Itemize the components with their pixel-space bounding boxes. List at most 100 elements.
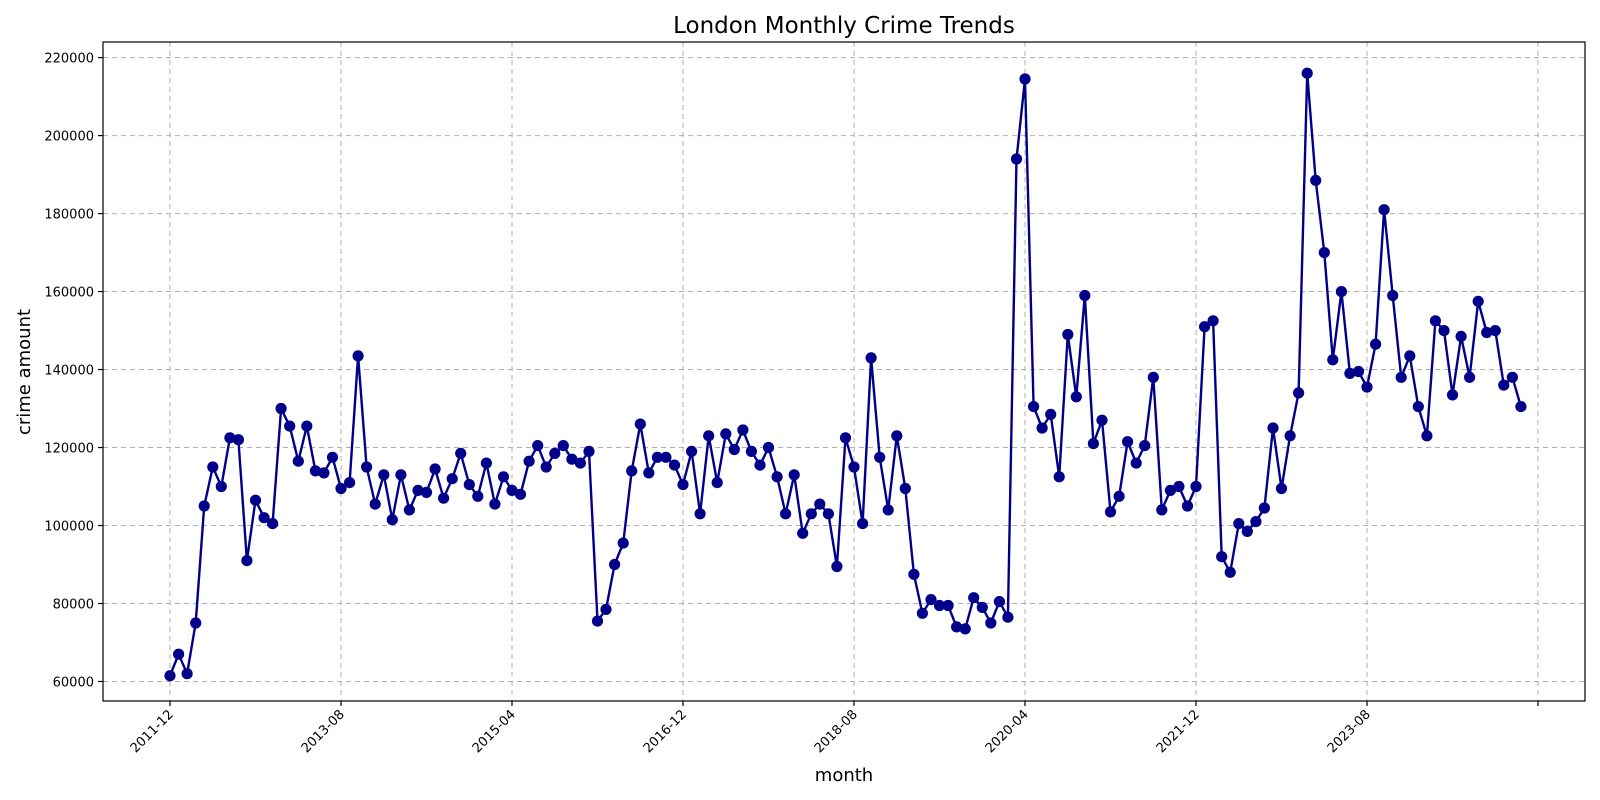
y-tick-label: 200000 [44, 130, 94, 145]
data-point [574, 457, 587, 469]
chart-title: London Monthly Crime Trends [673, 13, 1015, 39]
data-point [1275, 482, 1288, 495]
data-point [1472, 295, 1484, 307]
data-point [1301, 67, 1313, 79]
data-point [224, 432, 236, 444]
data-point [207, 461, 219, 473]
data-point [933, 599, 946, 612]
data-point [899, 482, 911, 495]
data-point [805, 508, 817, 520]
data-point [771, 471, 783, 483]
data-point [891, 430, 903, 442]
data-point [916, 607, 929, 619]
data-point [1446, 389, 1459, 401]
data-point [711, 477, 723, 489]
data-point [651, 451, 664, 463]
data-point [677, 479, 689, 491]
data-point [1438, 325, 1450, 337]
data-point [1489, 325, 1501, 337]
data-point [1113, 490, 1125, 502]
data-point [1506, 371, 1518, 383]
data-point [1421, 430, 1433, 442]
data-point [1045, 408, 1057, 420]
data-point [993, 596, 1006, 608]
data-point [976, 601, 988, 614]
data-point [634, 418, 646, 430]
data-point [754, 459, 766, 471]
data-point [284, 420, 296, 432]
data-point [1455, 330, 1467, 342]
series-layer [164, 67, 1527, 682]
data-point [1173, 480, 1185, 493]
data-point [1267, 422, 1279, 434]
data-point [1387, 289, 1399, 302]
data-point [874, 451, 886, 463]
data-point [309, 465, 321, 477]
data-point [1164, 484, 1176, 496]
data-point [908, 568, 920, 580]
data-point [540, 461, 552, 473]
data-point [1207, 315, 1219, 327]
data-point [412, 484, 424, 496]
data-point [335, 482, 347, 495]
plot-frame [102, 41, 1586, 702]
data-point [369, 498, 381, 510]
data-point [1284, 430, 1296, 442]
data-point [609, 558, 621, 571]
data-point [438, 492, 450, 504]
y-tick-label: 120000 [44, 442, 94, 457]
data-point [1481, 326, 1493, 339]
data-point [1079, 289, 1091, 302]
data-point [1352, 365, 1365, 378]
x-tick-label: 2011-12 [128, 707, 177, 756]
data-point [583, 445, 595, 457]
data-point [814, 498, 826, 510]
data-point [566, 453, 578, 465]
data-point [839, 432, 852, 444]
data-point [1515, 401, 1527, 413]
data-point [985, 617, 997, 629]
data-point [600, 603, 612, 616]
data-point [326, 451, 339, 463]
data-point [1318, 247, 1330, 259]
y-axis-label: crime amount [14, 309, 35, 435]
data-point [1216, 551, 1228, 563]
data-point [190, 617, 202, 629]
data-point [1062, 328, 1074, 341]
y-tick-label: 140000 [44, 364, 94, 379]
data-point [968, 592, 980, 604]
x-tick-label: 2015-04 [470, 707, 519, 756]
data-point [446, 473, 458, 485]
data-point [181, 668, 193, 680]
data-point [241, 555, 253, 567]
data-point [951, 621, 963, 633]
data-point [780, 508, 792, 520]
data-point [942, 599, 954, 612]
data-point [215, 480, 227, 493]
data-point [686, 445, 698, 457]
data-point [292, 455, 304, 467]
data-point [882, 504, 894, 516]
data-point [523, 455, 535, 467]
data-point [703, 430, 715, 442]
data-point [489, 498, 501, 510]
y-tick-label: 100000 [44, 520, 94, 535]
data-point [626, 465, 638, 477]
data-point [1429, 315, 1441, 327]
data-point [797, 527, 809, 539]
data-point [925, 594, 937, 606]
data-point [1224, 566, 1236, 578]
data-point [164, 670, 176, 682]
data-point [463, 479, 475, 491]
x-tick-label: 2018-08 [812, 707, 861, 756]
data-point [1002, 611, 1014, 623]
x-tick-label: 2023-08 [1325, 707, 1374, 756]
data-point [668, 459, 681, 471]
data-point [429, 463, 441, 475]
data-point [173, 648, 185, 660]
y-tick-label: 220000 [44, 52, 94, 67]
x-tick-label: 2020-04 [983, 707, 1032, 756]
data-point [1190, 480, 1202, 493]
